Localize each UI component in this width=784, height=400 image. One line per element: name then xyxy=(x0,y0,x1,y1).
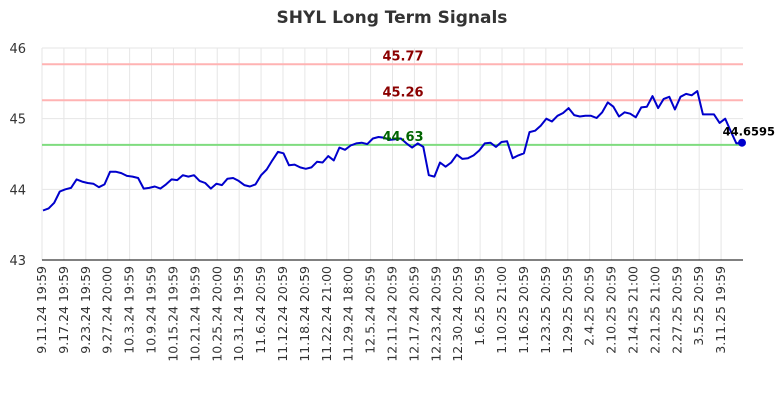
x-tick-label: 11.12.24 20:59 xyxy=(275,266,290,362)
x-tick-label: 1.29.25 20:59 xyxy=(560,266,575,354)
x-tick-label: 3.11.25 19:59 xyxy=(713,266,728,354)
x-tick-label: 2.10.25 20:59 xyxy=(604,266,619,354)
x-tick-label: 12.11.24 20:59 xyxy=(385,266,400,362)
last-value-label: 44.6595 xyxy=(723,125,775,139)
price-series-line xyxy=(42,90,743,212)
x-tick-label: 9.23.24 19:59 xyxy=(78,266,93,354)
series-layer xyxy=(42,90,746,212)
reference-line-label: 45.77 xyxy=(382,49,423,64)
x-tick-label: 12.5.24 20:59 xyxy=(363,266,378,354)
x-tick-label: 10.21.24 19:59 xyxy=(187,266,202,362)
x-tick-label: 3.5.25 20:59 xyxy=(691,266,706,346)
x-tick-label: 9.17.24 19:59 xyxy=(56,266,71,354)
chart-title: SHYL Long Term Signals xyxy=(276,8,508,28)
x-tick-label: 1.23.25 20:59 xyxy=(538,266,553,354)
x-tick-label: 11.22.24 21:00 xyxy=(319,266,334,362)
x-tick-label: 11.29.24 18:00 xyxy=(341,266,356,362)
x-tick-label: 9.27.24 20:00 xyxy=(100,266,115,354)
reference-line-label: 44.63 xyxy=(382,130,423,145)
y-tick-label: 46 xyxy=(9,42,26,57)
x-tick-label: 12.30.24 20:59 xyxy=(450,266,465,362)
x-tick-label: 10.31.24 19:59 xyxy=(231,266,246,362)
x-tick-label: 1.6.25 20:59 xyxy=(472,266,487,346)
x-tick-label: 1.16.25 20:59 xyxy=(516,266,531,354)
y-tick-label: 45 xyxy=(9,113,26,128)
x-tick-label: 2.14.25 21:00 xyxy=(625,266,640,354)
x-tick-label: 2.27.25 20:59 xyxy=(669,266,684,354)
x-tick-label: 9.11.24 19:59 xyxy=(34,266,49,354)
x-tick-label: 2.4.25 20:59 xyxy=(582,266,597,346)
y-tick-label: 44 xyxy=(9,183,26,198)
x-tick-label: 12.17.24 20:59 xyxy=(406,266,421,362)
x-tick-label: 2.21.25 21:00 xyxy=(647,266,662,354)
labels-layer: 45.77 45.26 44.63 44.6595 xyxy=(382,49,775,145)
grid-layer xyxy=(41,47,743,261)
axes: 43 44 45 46 9.11.24 19:59 9.17.24 19:59 9.23.2… xyxy=(9,42,743,362)
x-tick-label: 10.9.24 19:59 xyxy=(144,266,159,354)
y-tick-label: 43 xyxy=(9,254,26,269)
x-tick-label: 11.6.24 20:59 xyxy=(253,266,268,354)
x-tick-label: 10.3.24 19:59 xyxy=(122,266,137,354)
x-tick-label: 10.15.24 19:59 xyxy=(165,266,180,362)
last-value-marker xyxy=(738,138,746,147)
x-tick-label: 11.18.24 20:59 xyxy=(297,266,312,362)
reference-lines xyxy=(42,63,743,146)
x-tick-label: 12.23.24 20:59 xyxy=(428,266,443,362)
reference-line-label: 45.26 xyxy=(382,85,423,100)
x-tick-label: 1.10.25 21:00 xyxy=(494,266,509,354)
x-tick-label: 10.25.24 20:00 xyxy=(209,266,224,362)
